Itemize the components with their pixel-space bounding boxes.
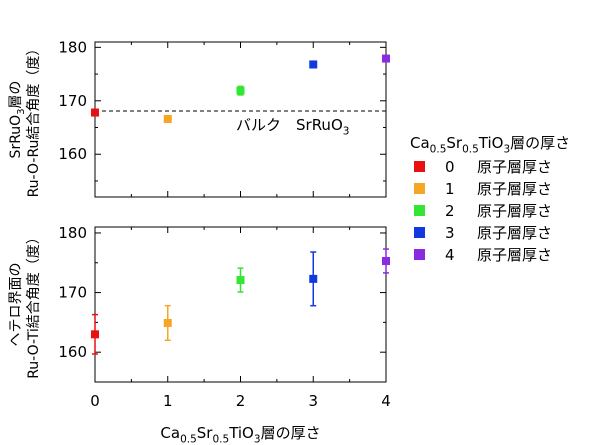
data-point-group bbox=[236, 85, 245, 96]
data-point-group bbox=[236, 267, 245, 293]
y-tick-label: 180 bbox=[58, 224, 87, 242]
top-y-label-line2: Ru-O-Ru結合角度（度） bbox=[26, 42, 42, 198]
y-tick-label: 160 bbox=[58, 145, 87, 163]
y-tick-label: 160 bbox=[58, 343, 87, 361]
legend-number: 3 bbox=[445, 224, 455, 242]
legend-swatch bbox=[414, 205, 425, 216]
data-point-marker bbox=[91, 108, 99, 117]
legend: Ca0.5Sr0.5TiO3層の厚さ 0 原子層厚さ 1 原子層厚さ 2 原子層厚さ 3 原子… bbox=[410, 134, 570, 264]
top-y-axis: 160 170 180 bbox=[58, 38, 387, 197]
data-point-marker bbox=[236, 276, 245, 285]
legend-label: 原子層厚さ bbox=[477, 180, 552, 198]
x-tick-label: 2 bbox=[236, 392, 246, 410]
legend-label: 原子層厚さ bbox=[477, 224, 552, 242]
top-y-label-line1: SrRuO3層の bbox=[8, 81, 27, 159]
data-point-marker bbox=[309, 274, 318, 283]
x-axis-label: Ca0.5Sr0.5TiO3層の厚さ bbox=[160, 424, 320, 445]
data-point-group bbox=[163, 304, 172, 342]
legend-swatch bbox=[414, 161, 425, 172]
top-panel: 160 170 180 バルク SrRuO3 SrRuO3層の Ru-O-Ru結合角… bbox=[8, 38, 390, 198]
bottom-x-axis: 0 1 2 3 4 bbox=[90, 392, 391, 410]
data-point-marker bbox=[236, 86, 245, 95]
legend-label: 原子層厚さ bbox=[477, 202, 552, 220]
legend-swatch bbox=[414, 183, 425, 194]
bottom-y-label-line2: Ru-O-Ti結合角度（度） bbox=[26, 230, 42, 379]
data-point-marker bbox=[163, 318, 172, 327]
legend-number: 4 bbox=[445, 246, 455, 264]
legend-number: 0 bbox=[445, 158, 455, 176]
legend-items: 0 原子層厚さ 1 原子層厚さ 2 原子層厚さ 3 原子層厚さ 4 原子層厚さ bbox=[414, 158, 552, 264]
bottom-panel: 160 170 180 0 1 2 3 4 ヘテロ界面の Ru-O-Ti結合角度（度） Ca… bbox=[8, 224, 391, 445]
legend-item: 0 原子層厚さ bbox=[414, 158, 552, 176]
data-point-group bbox=[309, 60, 318, 69]
legend-item: 3 原子層厚さ bbox=[414, 224, 552, 242]
legend-item: 4 原子層厚さ bbox=[414, 246, 552, 264]
y-tick-label: 170 bbox=[58, 92, 87, 110]
bottom-plot-frame bbox=[94, 226, 387, 383]
x-tick-label: 0 bbox=[90, 392, 100, 410]
y-tick-label: 180 bbox=[58, 38, 87, 56]
data-point-group bbox=[163, 114, 172, 123]
data-point-marker bbox=[382, 256, 390, 265]
bottom-y-axis: 160 170 180 bbox=[58, 224, 387, 383]
data-point-group bbox=[382, 54, 390, 63]
y-tick-label: 170 bbox=[58, 284, 87, 302]
legend-title: Ca0.5Sr0.5TiO3層の厚さ bbox=[410, 134, 570, 156]
bottom-points bbox=[91, 248, 390, 355]
bulk-reference-label: バルク SrRuO3 bbox=[236, 116, 349, 138]
data-point-group bbox=[91, 313, 99, 355]
legend-label: 原子層厚さ bbox=[477, 158, 552, 176]
top-points bbox=[91, 54, 390, 123]
bottom-y-label-line1: ヘテロ界面の bbox=[8, 263, 24, 347]
data-point-marker bbox=[91, 330, 99, 339]
legend-swatch bbox=[414, 227, 425, 238]
data-point-marker bbox=[309, 60, 318, 69]
data-point-group bbox=[309, 251, 318, 307]
x-tick-label: 3 bbox=[308, 392, 318, 410]
x-tick-label: 1 bbox=[163, 392, 173, 410]
legend-swatch bbox=[414, 249, 425, 260]
legend-item: 1 原子層厚さ bbox=[414, 180, 552, 198]
legend-number: 1 bbox=[445, 180, 455, 198]
x-tick-label: 4 bbox=[381, 392, 391, 410]
data-point-group bbox=[91, 108, 99, 117]
legend-item: 2 原子層厚さ bbox=[414, 202, 552, 220]
legend-number: 2 bbox=[445, 202, 455, 220]
legend-label: 原子層厚さ bbox=[477, 246, 552, 264]
data-point-marker bbox=[163, 114, 172, 123]
data-point-group bbox=[382, 248, 390, 274]
data-point-marker bbox=[382, 54, 390, 63]
